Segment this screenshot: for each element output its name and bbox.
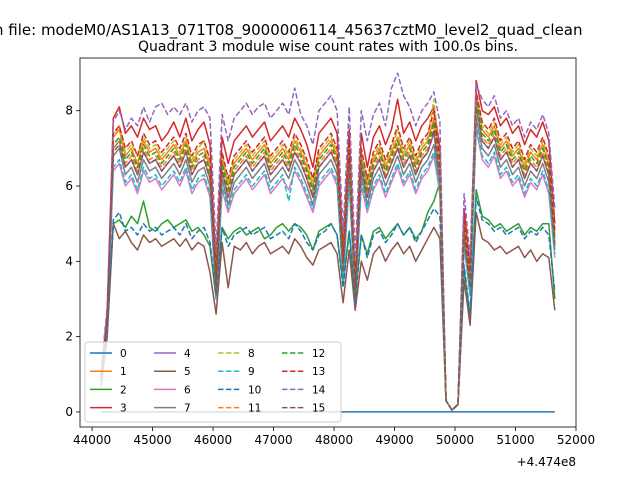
- series-line-13: [100, 91, 556, 411]
- x-tick-label: 50000: [436, 433, 474, 447]
- series-line-5: [100, 211, 556, 411]
- x-tick-label: 47000: [254, 433, 292, 447]
- y-tick-label: 0: [65, 405, 73, 419]
- chart-title: Quadrant 3 module wise count rates with …: [138, 39, 518, 55]
- x-tick-label: 48000: [315, 433, 353, 447]
- series-line-12: [100, 98, 556, 411]
- figure-suptitle: n file: modeM0/AS1A13_071T08_9000006114_…: [0, 21, 583, 40]
- x-axis: 44000 45000 46000 47000 48000 49000 50000 51000…: [73, 427, 595, 447]
- series-line-14: [100, 72, 556, 411]
- y-tick-label: 4: [65, 254, 73, 268]
- x-offset-label: +4.474e8: [517, 455, 576, 469]
- series-line-3: [100, 79, 556, 411]
- legend-label-5: 5: [184, 366, 191, 378]
- series-line-2: [100, 181, 556, 411]
- x-tick-label: 44000: [73, 433, 111, 447]
- legend-label-14: 14: [312, 384, 326, 396]
- legend-label-0: 0: [120, 348, 127, 360]
- x-tick-label: 45000: [133, 433, 171, 447]
- legend-label-12: 12: [312, 348, 325, 360]
- y-axis: 0 2 4 6 8: [65, 104, 80, 419]
- x-tick-label: 46000: [194, 433, 232, 447]
- x-tick-label: 51000: [496, 433, 534, 447]
- x-tick-label: 49000: [375, 433, 413, 447]
- series-line-7: [100, 117, 556, 411]
- legend-label-9: 9: [248, 366, 255, 378]
- series-line-10: [100, 196, 556, 411]
- plot-area: [100, 72, 556, 413]
- legend-box: [84, 341, 342, 423]
- legend-label-6: 6: [184, 384, 191, 396]
- legend-label-4: 4: [184, 348, 191, 360]
- legend-label-1: 1: [120, 366, 127, 378]
- legend-label-11: 11: [248, 403, 261, 415]
- y-tick-label: 2: [65, 330, 73, 344]
- legend-label-3: 3: [120, 403, 127, 415]
- legend-label-8: 8: [248, 348, 255, 360]
- legend-label-15: 15: [312, 403, 325, 415]
- legend-label-10: 10: [248, 384, 261, 396]
- legend-label-13: 13: [312, 366, 325, 378]
- x-tick-label: 52000: [557, 433, 595, 447]
- series-line-9: [100, 125, 556, 411]
- series-line-6: [100, 128, 556, 411]
- legend-label-7: 7: [184, 403, 191, 415]
- legend-label-2: 2: [120, 384, 127, 396]
- y-tick-label: 8: [65, 104, 73, 118]
- series-line-15: [100, 106, 556, 411]
- y-tick-label: 6: [65, 179, 73, 193]
- axes-frame: [79, 57, 577, 428]
